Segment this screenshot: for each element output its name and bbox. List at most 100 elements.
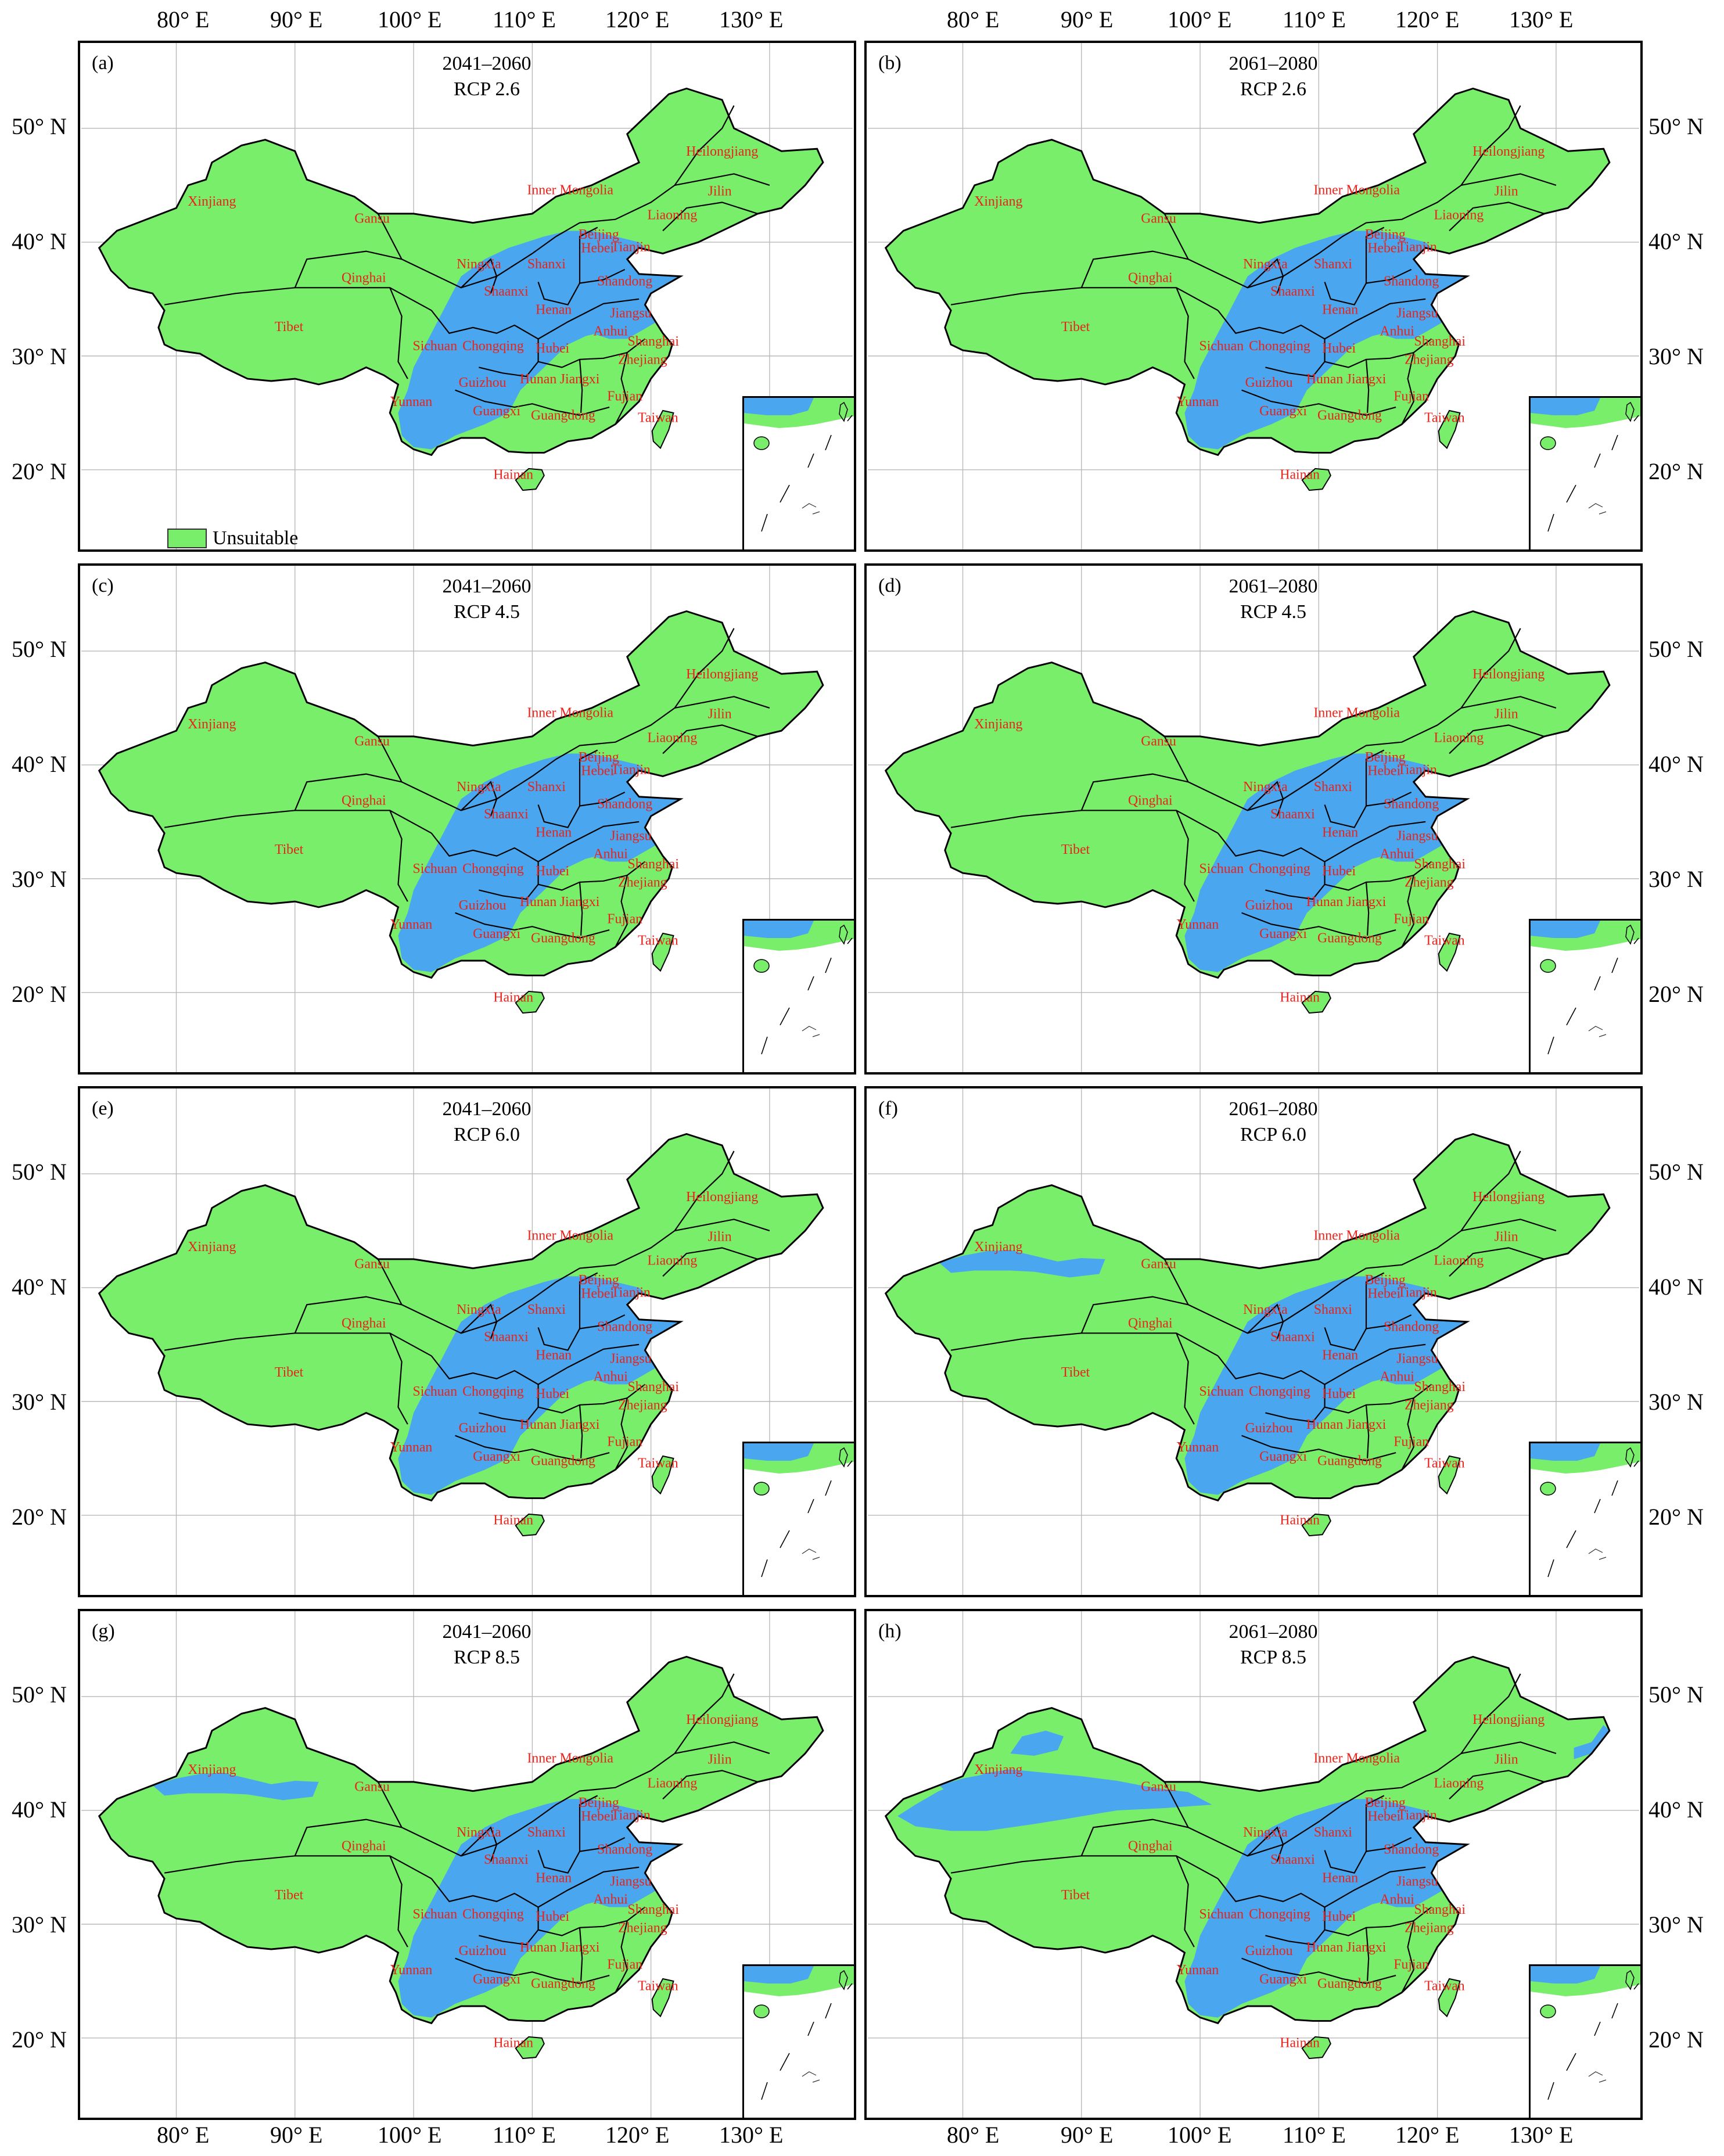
province-label: Tianjin: [1398, 240, 1437, 255]
province-boundary: [479, 821, 640, 900]
province-boundary: [1163, 1151, 1521, 1334]
province-boundary: [430, 310, 539, 340]
province-boundary: [615, 352, 628, 425]
province-label: Tibet: [275, 842, 304, 857]
province-label: Heilongjiang: [686, 1190, 758, 1205]
lon-label: 120° E: [605, 2122, 670, 2148]
province-boundary: [377, 105, 735, 289]
map-panel: Heilongjiang Jilin Liaoning Inner Mongolia X…: [864, 1609, 1643, 2120]
inset-hainan: [753, 2004, 770, 2018]
lat-label: 30° N: [1648, 1388, 1704, 1415]
province-boundary: [1365, 1927, 1370, 1981]
panel-title: 2041–2060 RCP 4.5: [411, 574, 562, 625]
lat-label: 50° N: [1648, 113, 1704, 140]
province-label: Anhui: [593, 1370, 628, 1385]
province-label: Guangdong: [1317, 1454, 1382, 1469]
lat-label: 50° N: [1648, 1681, 1704, 1708]
panel-period: 2061–2080: [1229, 1098, 1318, 1120]
province-label: Inner Mongolia: [1313, 1751, 1400, 1766]
province-label: Guangxi: [473, 926, 520, 942]
province-label: Jiangxi: [1346, 1940, 1387, 1955]
taiwan-island: [1438, 1455, 1461, 1495]
province-label: Chongqing: [1249, 1384, 1310, 1399]
inset-boundary-dashes: [761, 1983, 853, 2100]
province-label: Shandong: [597, 796, 652, 811]
province-label: Hunan: [520, 894, 556, 910]
province-label: Shanxi: [1314, 257, 1352, 272]
province-label: Jilin: [708, 707, 732, 722]
unsuitable-area: [885, 1134, 1610, 1501]
inset-hainan: [1540, 1482, 1556, 1496]
province-boundary: [579, 1795, 598, 1852]
province-boundary: [1241, 1435, 1396, 1461]
province-label: Taiwan: [1424, 1456, 1465, 1471]
unsuitable-area: [885, 88, 1610, 455]
province-label: Shandong: [1384, 796, 1439, 811]
hainan-island: [1301, 990, 1331, 1014]
province-label: Jiangsu: [610, 306, 651, 321]
province-label: Taiwan: [638, 411, 678, 426]
province-label: Chongqing: [1249, 1907, 1310, 1922]
province-label: Shanghai: [1414, 334, 1466, 349]
panel-letter: (f): [878, 1098, 898, 1119]
map-panel: Heilongjiang Jilin Liaoning Inner Mongolia X…: [78, 41, 856, 552]
province-label: Liaoning: [647, 1253, 697, 1269]
province-label: Shaanxi: [1270, 284, 1315, 299]
province-label: Jiangxi: [560, 372, 600, 387]
country-outline: [98, 610, 824, 979]
province-boundary: [455, 389, 610, 416]
province-label: Hebei: [581, 764, 614, 779]
panel-title: 2041–2060 RCP 8.5: [411, 1619, 562, 1670]
province-boundary: [1365, 1404, 1370, 1458]
south-china-sea-inset: [1529, 1964, 1640, 2118]
inset-boundary-dashes: [1547, 937, 1639, 1055]
province-boundary: [1241, 1957, 1396, 1984]
province-label: Guizhou: [1245, 898, 1293, 913]
province-label: Ningxia: [457, 1825, 501, 1840]
province-boundary: [1217, 310, 1326, 340]
province-boundary: [1401, 1397, 1414, 1470]
inset-islands: [1588, 503, 1607, 515]
south-china-sea-inset: [1529, 1442, 1640, 1595]
lat-label: 30° N: [12, 343, 67, 369]
province-label: Tibet: [275, 1365, 304, 1380]
south-china-sea-inset: [1529, 396, 1640, 549]
province-label: Hunan: [1306, 894, 1343, 910]
province-label: Guizhou: [459, 375, 507, 390]
country-outline: [884, 87, 1611, 457]
province-label: Gansu: [354, 211, 390, 227]
province-label: Hunan: [1306, 1940, 1343, 1955]
province-label: Tianjin: [1398, 1808, 1437, 1823]
province-label: Hunan: [520, 1940, 556, 1955]
province-label: Beijing: [579, 227, 619, 242]
panel-scenario: RCP 2.6: [1240, 78, 1306, 100]
inset-taiwan: [839, 401, 848, 422]
province-label: Heilongjiang: [686, 1712, 758, 1727]
province-label: Jilin: [708, 184, 732, 199]
province-label: Anhui: [1380, 847, 1414, 862]
province-boundary: [662, 202, 758, 232]
province-boundary: [1461, 173, 1557, 186]
province-label: Hubei: [1322, 1386, 1356, 1402]
province-label: Liaoning: [1434, 208, 1484, 223]
lat-label: 20° N: [1648, 458, 1704, 484]
lat-label: 40° N: [1648, 1274, 1704, 1300]
province-label: Jilin: [708, 1752, 732, 1767]
inset-suitable: [1531, 921, 1600, 938]
lon-label: 80° E: [947, 6, 1000, 33]
province-label: Hebei: [581, 1809, 614, 1824]
hainan-island: [1301, 1513, 1331, 1537]
province-label: Gansu: [354, 1780, 390, 1795]
province-label: Gansu: [1141, 211, 1176, 227]
inset-boundary-dashes: [1547, 1460, 1639, 1578]
province-label: Guangdong: [531, 1454, 595, 1469]
panel-title: 2041–2060 RCP 2.6: [411, 51, 562, 102]
province-label: Jiangxi: [1346, 1417, 1387, 1432]
inset-taiwan: [1625, 924, 1635, 945]
suitable-area: [897, 1769, 1212, 1831]
province-label: Beijing: [1365, 1795, 1406, 1810]
map-figure: Heilongjiang Jilin Liaoning Inner Mongolia X…: [81, 566, 853, 1072]
province-boundary: [950, 1332, 1219, 1357]
province-label: Xinjiang: [188, 717, 236, 732]
province-boundary: [1324, 791, 1412, 828]
